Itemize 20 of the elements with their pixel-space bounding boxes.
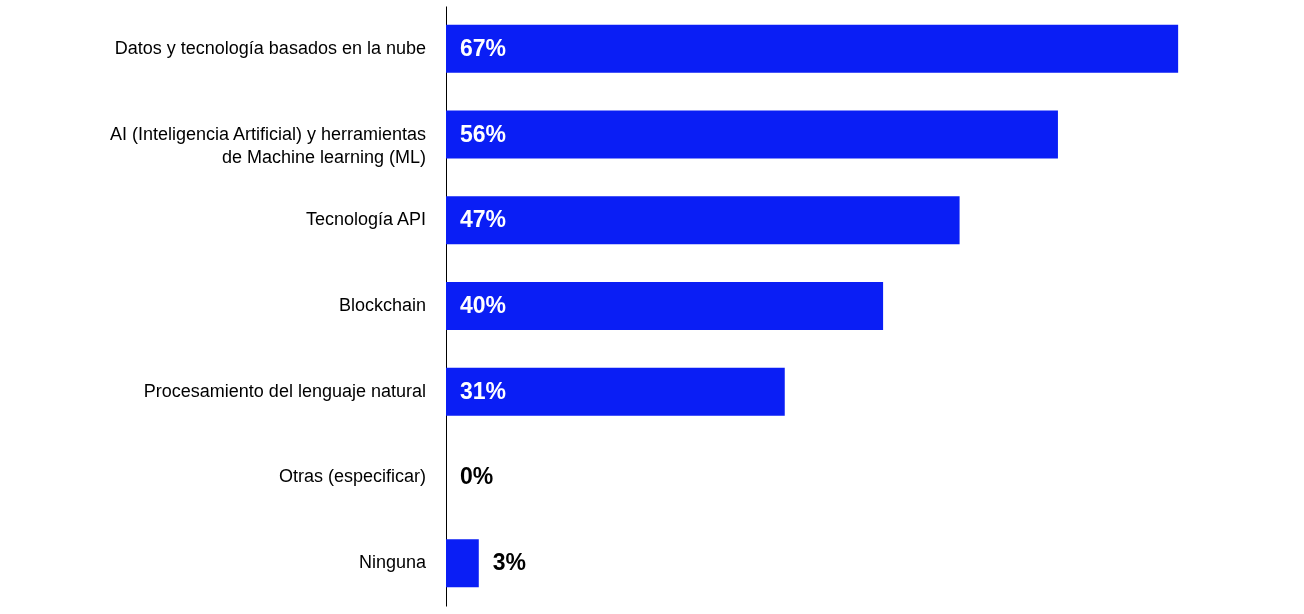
data-label: 3% <box>492 549 527 576</box>
data-label: 40% <box>460 292 507 318</box>
bar <box>446 367 785 416</box>
bar <box>446 24 1179 73</box>
data-label: 56% <box>460 120 507 147</box>
bar <box>446 282 884 330</box>
y-tick-label: Datos y tecnología basados en la nube <box>114 37 426 58</box>
y-tick-label: Ninguna <box>358 552 427 573</box>
y-tick-label: Procesamiento del lenguaje natural <box>143 380 426 401</box>
data-label: 31% <box>460 377 507 404</box>
y-tick-label: Otras (especificar) <box>278 466 426 487</box>
y-tick-label: AI (Inteligencia Artificial) y herramientas de Machine learning (ML) <box>109 123 426 167</box>
data-label: 0% <box>460 463 494 490</box>
bar <box>446 110 1058 159</box>
y-tick-label: Blockchain <box>338 295 426 315</box>
bar <box>446 196 960 245</box>
y-tick-label: Tecnología API <box>305 209 426 230</box>
data-label: 47% <box>460 206 507 233</box>
bar <box>446 539 479 588</box>
data-label: 67% <box>460 34 507 61</box>
